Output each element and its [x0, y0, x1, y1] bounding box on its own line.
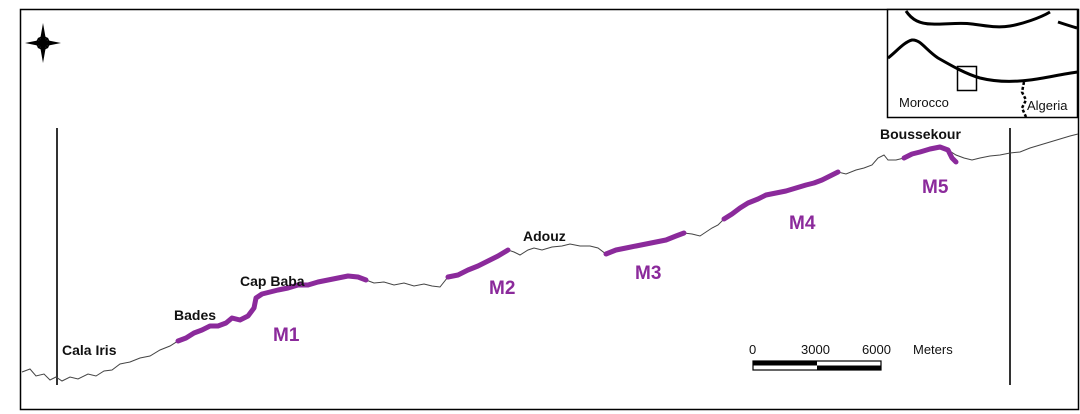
scale-bar-fill-right	[817, 365, 881, 370]
scale-tick-label-6000: 6000	[862, 342, 891, 357]
place-label-cala-iris: Cala Iris	[62, 342, 117, 358]
scale-bar-fill-left	[753, 361, 817, 366]
scale-tick-label-3000: 3000	[801, 342, 830, 357]
inset-coast-north	[904, 10, 1051, 29]
segment-label-m3: M3	[635, 263, 661, 284]
segment-m2-path	[445, 247, 511, 280]
highlighted-segments	[175, 144, 959, 344]
segment-label-m5: M5	[922, 177, 949, 198]
inset-map: Morocco Algeria	[886, 8, 1079, 119]
segment-m1-path	[175, 273, 369, 344]
place-label-bades: Bades	[174, 307, 216, 323]
compass-rose-icon	[25, 23, 61, 63]
segment-label-m2: M2	[489, 278, 515, 299]
segment-m5-path	[901, 144, 959, 165]
inset-coast-north-right	[1057, 20, 1078, 30]
inset-label-algeria: Algeria	[1027, 98, 1068, 113]
segment-m4-path	[721, 169, 841, 222]
place-label-cap-baba: Cap Baba	[240, 273, 305, 289]
segment-m3-path	[603, 230, 687, 257]
segment-label-m1: M1	[273, 325, 300, 346]
inset-frame	[886, 8, 1079, 119]
inset-border	[1020, 81, 1028, 118]
scale-unit-label: Meters	[913, 342, 953, 357]
inset-label-morocco: Morocco	[899, 95, 949, 110]
segment-label-m4: M4	[789, 213, 816, 234]
place-label-adouz: Adouz	[523, 228, 566, 244]
inset-coast-south	[887, 38, 1079, 83]
map-frame	[19, 8, 1080, 411]
place-label-boussekour: Boussekour	[880, 126, 961, 142]
scale-bar: 0 3000 6000 Meters	[749, 342, 953, 371]
scale-tick-label-0: 0	[749, 342, 756, 357]
inset-study-area-box	[956, 65, 978, 92]
